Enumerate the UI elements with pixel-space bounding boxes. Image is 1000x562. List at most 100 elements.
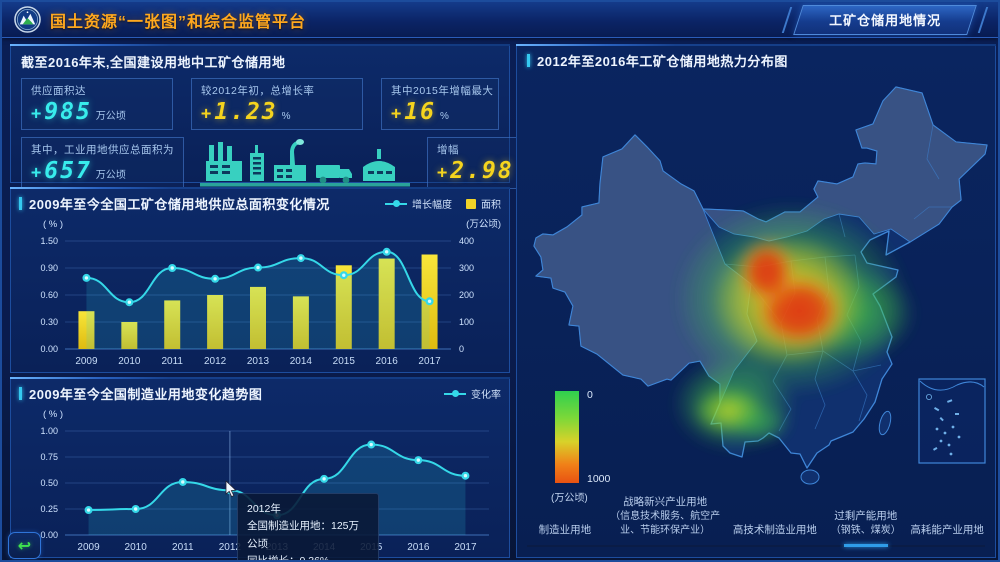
svg-text:2014: 2014 (290, 356, 313, 367)
svg-text:0.30: 0.30 (40, 317, 58, 327)
legend-growth-rate[interactable]: 增长幅度 (385, 196, 452, 211)
svg-text:300: 300 (459, 263, 474, 273)
svg-text:2010: 2010 (125, 542, 148, 553)
header-bar: 国土资源“一张图”和综合监管平台 工矿仓储用地情况 (2, 2, 998, 38)
mountain-logo-icon (14, 6, 41, 33)
panel-title: 2012年至2016年工矿仓储用地热力分布图 (527, 51, 788, 70)
tab-sublabel: （信息技术服务、航空产业、节能环保产业） (610, 511, 721, 536)
chart-legend: 变化率 (444, 386, 501, 401)
svg-text:400: 400 (459, 236, 474, 246)
stat-prefix: + (31, 163, 42, 183)
south-sea-inset (918, 378, 986, 464)
stat-max-growth-2015: 其中2015年增幅最大 +16% (381, 78, 499, 130)
tooltip-line: 全国制造业用地：125万公顷 (247, 520, 360, 550)
stat-unit: % (281, 111, 291, 122)
svg-text:2012: 2012 (219, 542, 242, 553)
svg-text:2013: 2013 (247, 356, 270, 367)
tooltip-line: 2012年 (247, 503, 281, 515)
stat-unit: 万公顷 (95, 170, 126, 181)
manufacturing-trend-panel: 2009年至今全国制造业用地变化趋势图 变化率 0.00 0.25 0.50 0.75… (10, 377, 510, 560)
stat-value: 2.98 (450, 158, 514, 184)
tab-label: 制造业用地 (538, 524, 592, 537)
svg-text:2010: 2010 (118, 356, 141, 367)
svg-text:2017: 2017 (454, 542, 477, 553)
legend-label: 面积 (481, 200, 501, 211)
svg-text:0.00: 0.00 (40, 530, 58, 540)
tab-label: 战略新兴产业用地 (623, 496, 708, 509)
svg-text:(万公顷): (万公顷) (466, 219, 501, 230)
china-heatmap[interactable] (529, 79, 989, 497)
supply-area-chart-panel: 2009年至今全国工矿仓储用地供应总面积变化情况 增长幅度 面积 0.00 0 0.… (10, 187, 510, 373)
combo-chart[interactable]: 0.00 0 0.30 100 0.60 200 0.90 300 1.50 400 ( % ) (万… (19, 215, 501, 374)
svg-text:0.00: 0.00 (40, 344, 58, 354)
stat-label: 增幅 (437, 144, 459, 156)
section-badge-label: 工矿仓储用地情况 (829, 12, 942, 28)
svg-text:2017: 2017 (418, 356, 441, 367)
legend-label: 变化率 (471, 390, 501, 401)
panel-title: 2009年至今全国制造业用地变化趋势图 (19, 384, 262, 403)
tab-label: 过剩产能用地 (834, 510, 898, 523)
overview-title: 截至2016年末,全国建设用地中工矿仓储用地 (21, 55, 286, 70)
heat-min-label: 0 (587, 389, 593, 401)
svg-text:2011: 2011 (161, 356, 183, 367)
legend-change-rate[interactable]: 变化率 (444, 386, 501, 401)
heatmap-panel: 2012年至2016年工矿仓储用地热力分布图 (516, 44, 996, 558)
svg-text:2009: 2009 (75, 356, 98, 367)
section-badge[interactable]: 工矿仓储用地情况 (784, 4, 986, 35)
svg-text:( % ): ( % ) (43, 409, 63, 420)
tooltip-line: 同比增长：0.36% (247, 554, 330, 562)
heat-unit-label: (万公顷) (551, 493, 588, 504)
svg-text:0.90: 0.90 (40, 263, 58, 273)
panel-title-text: 2009年至今全国工矿仓储用地供应总面积变化情况 (29, 197, 330, 212)
stat-prefix: + (391, 104, 402, 124)
svg-text:1.00: 1.00 (40, 426, 58, 436)
stat-label: 较2012年初，总增长率 (201, 85, 315, 97)
legend-label: 增长幅度 (412, 200, 452, 211)
stat-prefix: + (31, 104, 42, 124)
svg-text:0.75: 0.75 (40, 452, 58, 462)
stat-total-growth: 较2012年初，总增长率 +1.23% (191, 78, 363, 130)
panel-title: 2009年至今全国工矿仓储用地供应总面积变化情况 (19, 194, 330, 213)
stat-value: 985 (44, 99, 92, 125)
svg-text:2012: 2012 (204, 356, 227, 367)
stat-prefix: + (437, 163, 448, 183)
stat-value: 657 (44, 158, 92, 184)
svg-text:2015: 2015 (333, 356, 356, 367)
stat-value: 16 (404, 99, 436, 125)
industry-icons (184, 137, 427, 189)
panel-title-text: 2009年至今全国制造业用地变化趋势图 (29, 387, 263, 402)
trend-chart[interactable]: 0.00 0.25 0.50 0.75 1.00 ( % ) 2009 2010 2011 201… (19, 405, 501, 560)
svg-text:0.25: 0.25 (40, 504, 58, 514)
tab-label: 高技术制造业用地 (732, 524, 817, 537)
heat-max-label: 1000 (587, 473, 611, 485)
line-marker-icon (444, 390, 466, 397)
overview-panel: 截至2016年末,全国建设用地中工矿仓储用地 供应面积达 +985 万公顷 较20… (10, 44, 537, 189)
legend-area[interactable]: 面积 (466, 196, 501, 211)
app-title: 国土资源“一张图”和综合监管平台 (50, 13, 307, 31)
hainan-island (800, 469, 820, 485)
svg-text:2011: 2011 (172, 542, 194, 553)
tab-strategic-emerging-land[interactable]: 战略新兴产业用地 （信息技术服务、航空产业、节能环保产业） (603, 495, 728, 545)
stat-value: 1.23 (214, 99, 278, 125)
title-accent-bar (19, 197, 22, 210)
svg-text:200: 200 (459, 290, 474, 300)
svg-text:2016: 2016 (407, 542, 430, 553)
svg-text:100: 100 (459, 317, 474, 327)
svg-text:0.60: 0.60 (40, 290, 58, 300)
svg-text:0.50: 0.50 (40, 478, 58, 488)
chart-legend: 增长幅度 面积 (385, 196, 501, 211)
stat-unit: % (439, 111, 449, 122)
back-icon: ↩ (17, 537, 32, 555)
title-accent-bar (19, 387, 22, 400)
line-marker-icon (385, 200, 407, 207)
tab-high-energy-land[interactable]: 高耗能产业用地 (909, 523, 985, 545)
stat-label: 供应面积达 (31, 85, 86, 97)
tab-hightech-manufacturing-land[interactable]: 高技术制造业用地 (728, 523, 823, 545)
mouse-cursor-icon (225, 481, 237, 498)
stat-industrial-supply: 其中，工业用地供应总面积为 +657 万公顷 (21, 137, 184, 189)
tab-overcapacity-land[interactable]: 过剩产能用地 （钢铁、煤炭） (822, 509, 909, 545)
back-button[interactable]: ↩ (8, 532, 41, 559)
panel-title-text: 2012年至2016年工矿仓储用地热力分布图 (537, 54, 788, 69)
tab-manufacturing-land[interactable]: 制造业用地 (527, 523, 603, 545)
heat-blobs (672, 201, 917, 452)
